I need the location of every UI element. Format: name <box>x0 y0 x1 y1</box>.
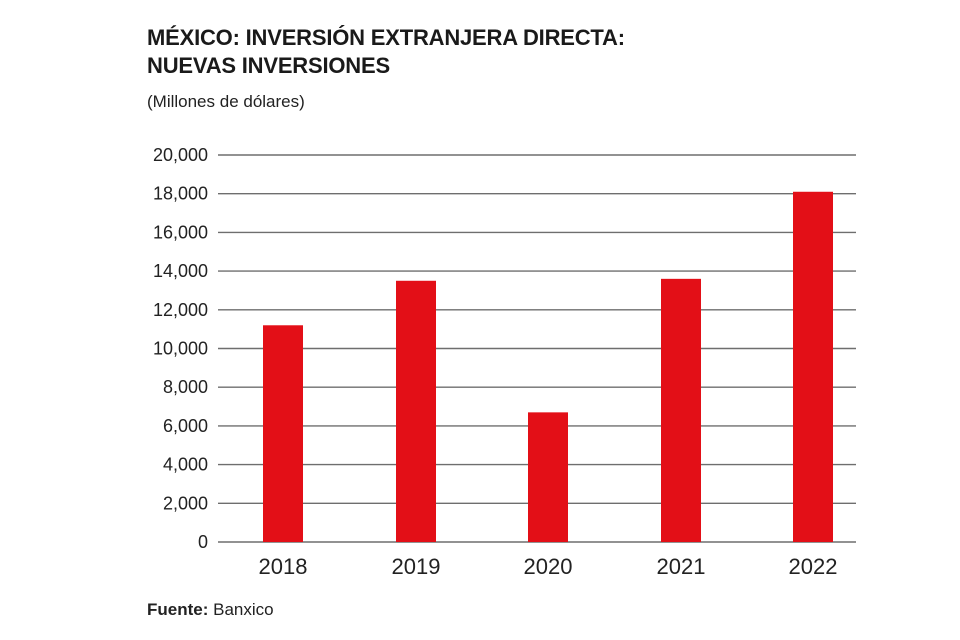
x-tick-label: 2022 <box>789 554 838 579</box>
source-value: Banxico <box>213 600 274 619</box>
y-tick-label: 16,000 <box>153 222 208 242</box>
y-tick-label: 10,000 <box>153 339 208 359</box>
x-tick-label: 2021 <box>657 554 706 579</box>
bar-2021 <box>661 278 701 542</box>
y-tick-label: 12,000 <box>153 300 208 320</box>
chart-subtitle: (Millones de dólares) <box>147 92 305 111</box>
y-tick-label: 20,000 <box>153 145 208 165</box>
bar-2022 <box>793 191 833 542</box>
y-tick-label: 8,000 <box>163 377 208 397</box>
bar-2019 <box>396 280 436 542</box>
y-tick-label: 6,000 <box>163 416 208 436</box>
chart-title-line2: NUEVAS INVERSIONES <box>147 53 390 78</box>
y-tick-label: 2,000 <box>163 493 208 513</box>
y-tick-label: 0 <box>198 532 208 552</box>
bar-2018 <box>263 325 303 542</box>
y-tick-label: 4,000 <box>163 455 208 475</box>
source-note: Fuente: Banxico <box>147 600 274 620</box>
chart-title: MÉXICO: INVERSIÓN EXTRANJERA DIRECTA: NU… <box>147 24 625 80</box>
y-tick-label: 14,000 <box>153 261 208 281</box>
chart-title-line1: MÉXICO: INVERSIÓN EXTRANJERA DIRECTA: <box>147 25 625 50</box>
y-tick-label: 18,000 <box>153 184 208 204</box>
x-tick-label: 2020 <box>524 554 573 579</box>
x-tick-label: 2019 <box>392 554 441 579</box>
x-tick-label: 2018 <box>259 554 308 579</box>
source-label: Fuente: <box>147 600 209 619</box>
bar-2020 <box>528 412 568 542</box>
